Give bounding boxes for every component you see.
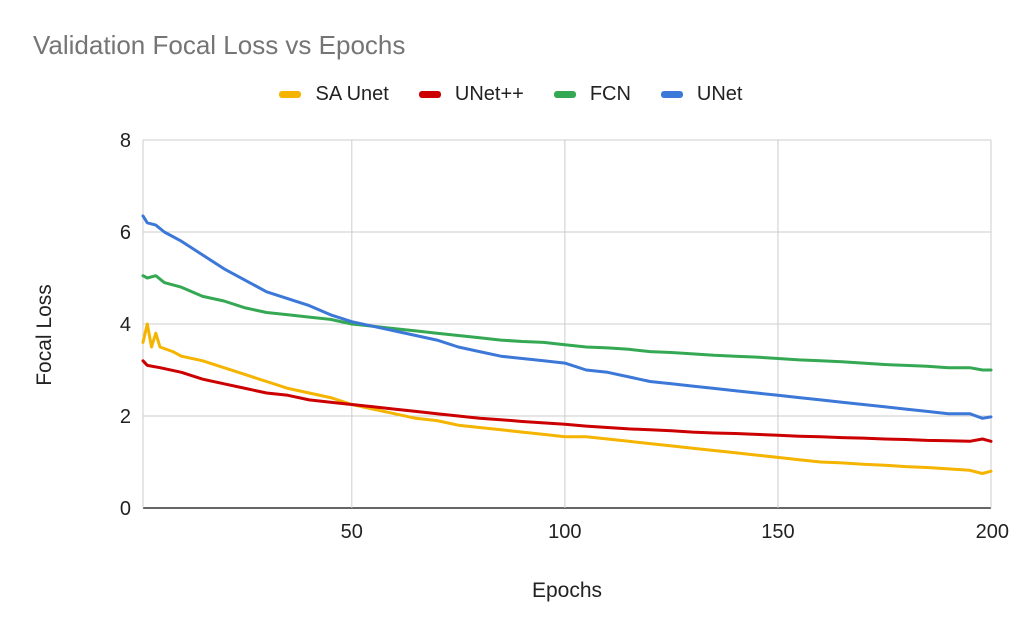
chart-title: Validation Focal Loss vs Epochs <box>33 30 406 60</box>
x-tick-label: 200 <box>976 521 1009 543</box>
series-line-unet <box>141 214 993 420</box>
legend-label: SA Unet <box>315 83 389 105</box>
legend-label: FCN <box>589 83 631 105</box>
legend-swatch <box>553 91 576 98</box>
grid-lines <box>142 139 992 509</box>
x-tick-label: 100 <box>548 521 581 543</box>
y-tick-label: 4 <box>120 314 131 336</box>
x-axis-title: Epochs <box>532 579 602 602</box>
y-axis-title: Focal Loss <box>33 284 56 386</box>
legend-item: FCN <box>553 83 631 106</box>
series-line-fcn <box>141 274 993 372</box>
legend-swatch <box>418 91 441 98</box>
y-tick-label: 8 <box>120 130 131 152</box>
y-tick-label: 0 <box>120 498 131 520</box>
legend-item: UNet <box>660 83 743 106</box>
x-tick-label: 150 <box>761 521 794 543</box>
y-tick-label: 6 <box>120 222 131 244</box>
series-line-unet <box>141 359 993 443</box>
legend-item: SA Unet <box>279 83 389 106</box>
y-tick-label: 2 <box>120 406 131 428</box>
legend: SA Unet UNet++ FCN UNet <box>0 83 1022 106</box>
x-tick-label: 50 <box>341 521 363 543</box>
legend-swatch <box>660 91 683 98</box>
legend-label: UNet <box>696 83 743 105</box>
y-axis-ticks: 0 2 4 6 8 <box>120 130 131 520</box>
legend-item: UNet++ <box>418 83 524 106</box>
series-lines <box>141 214 993 475</box>
legend-label: UNet++ <box>454 83 524 105</box>
x-axis-ticks: 50 100 150 200 <box>341 521 1009 543</box>
legend-swatch <box>279 91 302 98</box>
series-line-sa-unet <box>141 322 993 475</box>
